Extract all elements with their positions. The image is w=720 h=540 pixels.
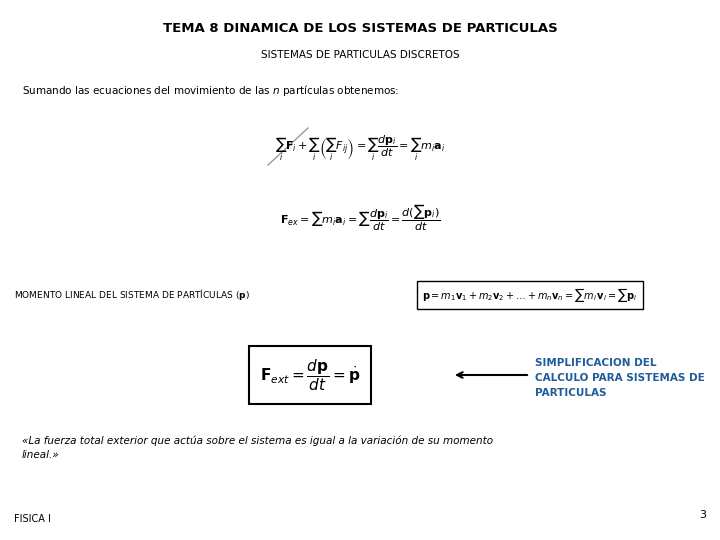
Text: FISICA I: FISICA I — [14, 514, 51, 524]
Text: $\mathbf{F}_{ex} = \sum m_i \mathbf{a}_i = \sum \dfrac{d\mathbf{p}_i}{dt} = \dfr: $\mathbf{F}_{ex} = \sum m_i \mathbf{a}_i… — [279, 202, 441, 233]
Text: TEMA 8 DINAMICA DE LOS SISTEMAS DE PARTICULAS: TEMA 8 DINAMICA DE LOS SISTEMAS DE PARTI… — [163, 22, 557, 35]
Text: 3: 3 — [699, 510, 706, 520]
Text: SIMPLIFICACION DEL
CALCULO PARA SISTEMAS DE
PARTICULAS: SIMPLIFICACION DEL CALCULO PARA SISTEMAS… — [535, 358, 705, 397]
Text: Sumando las ecuaciones del movimiento de las $n$ partículas obtenemos:: Sumando las ecuaciones del movimiento de… — [22, 83, 400, 98]
Text: «La fuerza total exterior que actúa sobre el sistema es igual a la variación de : «La fuerza total exterior que actúa sobr… — [22, 435, 493, 460]
Text: SISTEMAS DE PARTICULAS DISCRETOS: SISTEMAS DE PARTICULAS DISCRETOS — [261, 50, 459, 60]
Text: $\sum_i \mathbf{F}_i + \sum_i \left( \sum_i F_{ij} \right) = \sum_i \dfrac{d\mat: $\sum_i \mathbf{F}_i + \sum_i \left( \su… — [275, 133, 445, 163]
Text: MOMENTO LINEAL DEL SISTEMA DE PARTÍCULAS ($\mathbf{p}$): MOMENTO LINEAL DEL SISTEMA DE PARTÍCULAS… — [14, 287, 250, 302]
Text: $\mathbf{F}_{ext} = \dfrac{d\mathbf{p}}{dt} = \dot{\mathbf{p}}$: $\mathbf{F}_{ext} = \dfrac{d\mathbf{p}}{… — [260, 357, 360, 393]
Text: $\mathbf{p} = m_1 \mathbf{v}_1 + m_2 \mathbf{v}_2 + \ldots + m_n \mathbf{v}_n = : $\mathbf{p} = m_1 \mathbf{v}_1 + m_2 \ma… — [422, 286, 638, 304]
